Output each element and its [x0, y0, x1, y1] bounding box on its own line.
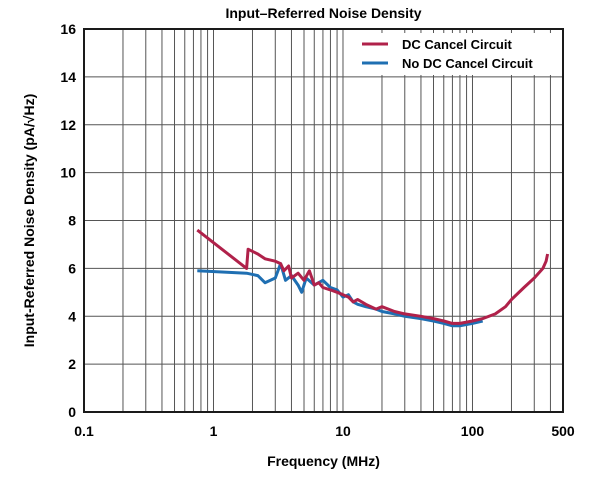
chart-title: Input–Referred Noise Density: [225, 5, 421, 21]
y-tick-label: 4: [68, 308, 76, 324]
x-tick-label: 10: [335, 423, 351, 439]
series-lines: [196, 228, 550, 328]
y-tick-label: 10: [60, 165, 76, 181]
legend-label: DC Cancel Circuit: [402, 37, 512, 52]
x-axis-tick-labels: 0.1 1 10 100 500: [74, 423, 575, 439]
y-tick-label: 0: [68, 404, 76, 420]
series-line-dc-cancel-circuit: [196, 228, 550, 325]
x-axis-label: Frequency (MHz): [267, 453, 380, 469]
x-tick-label: 100: [461, 423, 485, 439]
y-tick-label: 2: [68, 356, 76, 372]
x-tick-label: 1: [210, 423, 218, 439]
y-tick-label: 14: [60, 69, 76, 85]
y-tick-label: 16: [60, 21, 76, 37]
legend-background: [352, 33, 557, 75]
legend: DC Cancel Circuit No DC Cancel Circuit: [352, 33, 557, 75]
y-tick-label: 8: [68, 213, 76, 229]
y-tick-label: 12: [60, 117, 76, 133]
legend-label: No DC Cancel Circuit: [402, 56, 533, 71]
x-tick-label: 0.1: [74, 423, 94, 439]
y-axis-tick-labels: 0 2 4 6 8 10 12 14 16: [60, 21, 76, 420]
x-tick-label: 500: [551, 423, 575, 439]
grid: [84, 29, 563, 412]
y-axis-label: Input-Referred Noise Density (pA/√Hz): [21, 94, 37, 347]
y-tick-label: 6: [68, 260, 76, 276]
plot-frame: [83, 28, 564, 413]
